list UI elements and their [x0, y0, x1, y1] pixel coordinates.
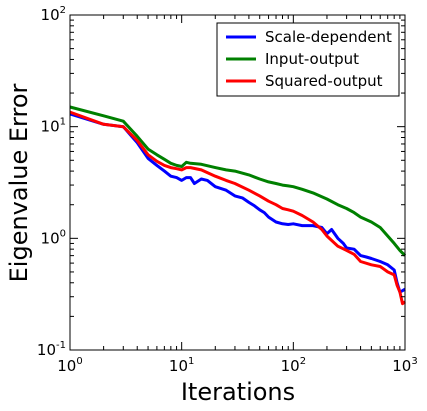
- series-line-2: [69, 105, 407, 257]
- series-line-1: [69, 112, 406, 294]
- series-layer: [69, 105, 407, 306]
- y-tick-exponent: 1: [60, 117, 66, 128]
- legend-label-2: Input-output: [265, 50, 359, 68]
- y-tick-exponent: 0: [60, 228, 66, 239]
- y-axis-title: Eigenvalue Error: [5, 84, 33, 283]
- legend-box: [216, 22, 400, 97]
- x-tick-exponent: 2: [300, 356, 306, 367]
- x-tick-exponent: 0: [76, 356, 82, 367]
- legend: Scale-dependent Input-output Squared-outpu…: [216, 22, 400, 97]
- x-tick-label: 102: [281, 356, 306, 375]
- y-tick-label: 100: [41, 228, 66, 247]
- x-tick-label: 103: [392, 356, 417, 375]
- y-tick-exponent: 2: [60, 5, 66, 16]
- y-tick-exponent: -1: [56, 340, 66, 351]
- legend-label-3: Squared-output: [265, 72, 383, 90]
- y-tick-label: 102: [41, 5, 66, 24]
- series-line-3: [69, 110, 406, 306]
- x-tick-label: 101: [169, 356, 194, 375]
- legend-label-1: Scale-dependent: [265, 28, 392, 46]
- x-tick-exponent: 3: [411, 356, 417, 367]
- x-tick-label: 100: [57, 356, 82, 375]
- y-tick-label: 101: [41, 117, 66, 136]
- plot-frame: [69, 14, 406, 351]
- x-tick-exponent: 1: [188, 356, 194, 367]
- x-axis-title: Iterations: [181, 378, 295, 406]
